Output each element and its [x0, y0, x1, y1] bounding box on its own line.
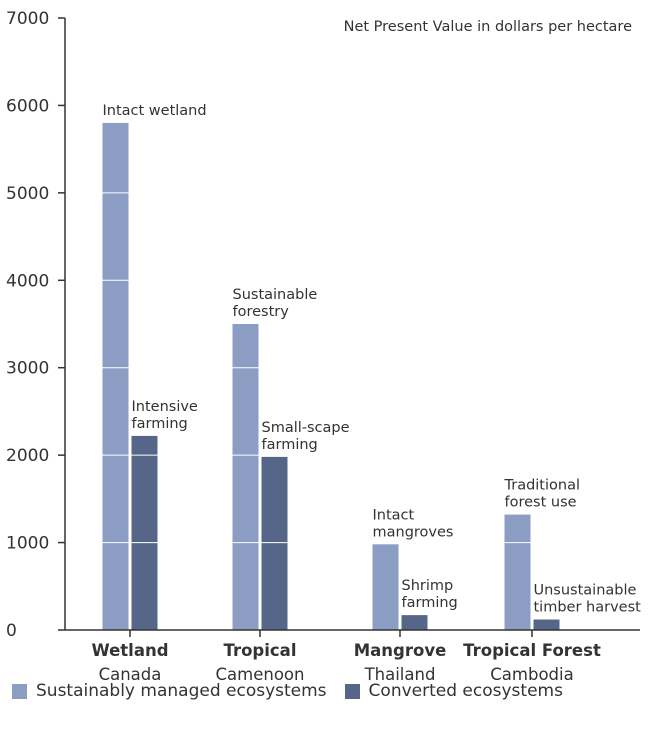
bar-label: forest use	[505, 495, 577, 511]
bar-label: Intact wetland	[103, 103, 207, 119]
x-tick-label: Tropical	[224, 641, 297, 660]
y-tick-label: 1000	[6, 534, 49, 554]
bar	[131, 435, 158, 630]
x-tick-label: Tropical Forest	[463, 641, 601, 660]
x-tick-sublabel: Canada	[99, 665, 162, 684]
y-tick-label: 3000	[6, 359, 49, 379]
bar	[504, 514, 531, 630]
bar-label: Unsustainable	[534, 583, 637, 599]
bar-label: farming	[402, 595, 458, 611]
x-tick-sublabel: Thailand	[364, 665, 436, 684]
legend-label-sustainable: Sustainably managed ecosystems	[36, 681, 327, 701]
y-tick-label: 5000	[6, 184, 49, 204]
bar-label: forestry	[233, 304, 290, 320]
bar	[261, 456, 288, 630]
legend-label-converted: Converted ecosystems	[368, 681, 563, 701]
bars	[102, 122, 560, 631]
bar-label: Intensive	[132, 399, 198, 415]
legend-swatch-sustainable	[12, 683, 27, 699]
y-axis: 0 1000 2000 3000 4000 5000 6000 7000	[6, 9, 66, 641]
bar-label: Intact	[373, 507, 415, 523]
bar	[232, 324, 259, 630]
bar-label: timber harvest	[534, 600, 642, 616]
x-tick-label: Mangrove	[354, 641, 447, 660]
bar-label: Small-scape	[262, 420, 350, 436]
bar-label: farming	[132, 416, 188, 432]
bar-label: Sustainable	[233, 287, 318, 303]
y-tick-label: 2000	[6, 446, 49, 466]
bar	[372, 544, 399, 630]
bar-label: Shrimp	[402, 578, 454, 594]
bar-label: farming	[262, 437, 318, 453]
bar	[401, 615, 428, 630]
y-tick-label: 6000	[6, 96, 49, 116]
x-tick-label: Wetland	[91, 641, 168, 660]
bar	[533, 619, 560, 630]
y-tick-label: 7000	[6, 9, 49, 29]
legend-item-converted: Converted ecosystems	[344, 681, 563, 701]
x-axis: Wetland Canada Tropical Camenoon Mangrove Tha…	[65, 629, 640, 684]
bar-gridlines	[102, 192, 531, 544]
legend: Sustainably managed ecosystems Converted…	[12, 681, 581, 701]
bar-label: mangroves	[373, 524, 454, 540]
y-tick-label: 0	[6, 621, 17, 641]
bar-label: Traditional	[504, 478, 581, 494]
x-tick-sublabel: Camenoon	[216, 665, 305, 684]
legend-swatch-converted	[344, 683, 360, 699]
x-tick-sublabel: Cambodia	[490, 665, 573, 684]
bar	[102, 122, 129, 631]
legend-item-sustainable: Sustainably managed ecosystems	[12, 681, 327, 701]
y-tick-label: 4000	[6, 271, 49, 291]
chart-annotation: Net Present Value in dollars per hectare	[344, 19, 632, 35]
